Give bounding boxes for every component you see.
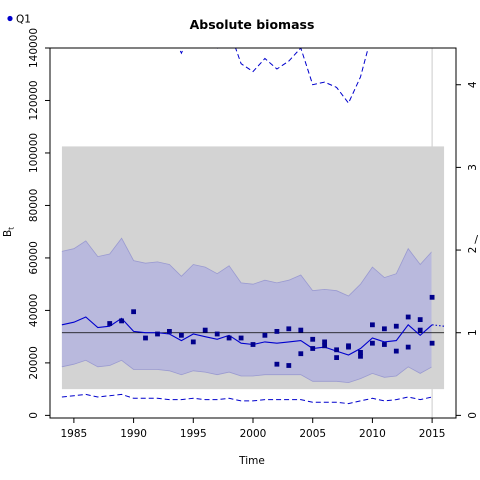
y-axis-label: Bt [2,227,16,237]
y-tick-label: 20000 [28,346,40,379]
y-tick-label: 100000 [28,133,40,173]
y-tick-label: 80000 [28,189,40,222]
observation-point [405,344,411,350]
y-tick-label: 60000 [28,241,40,274]
observation-point [131,309,136,315]
y-axis: 0 20000 40000 60000 80000 100000 120000 140000 [28,28,50,419]
observation-point [179,332,184,338]
observation-point [310,346,316,351]
lower-ci-line [61,359,433,384]
x-tick-label: 1990 [120,428,147,440]
observation-point [286,363,292,368]
x-axis: 1985 1990 1995 2000 2005 2010 2015 [61,418,446,440]
observation-point [322,339,327,345]
y2-axis: 0 1 2 3 4 [456,81,479,419]
observation-point [358,350,363,355]
upper-ci-line [61,237,433,297]
observation-point [250,342,256,347]
observation-point [155,331,160,337]
y-tick-label: 40000 [28,294,40,327]
observation-point [262,332,268,338]
x-tick-label: 2005 [299,428,326,440]
observation-point [274,329,280,334]
observation-point [358,353,363,359]
observation-point [382,326,387,332]
observation-point [214,331,220,337]
legend-marker-q1 [7,15,13,22]
observation-point [202,327,208,333]
observation-point [393,323,399,329]
lower-dashed-line [61,393,433,405]
observation-point [334,355,339,360]
x-tick-label: 2000 [240,428,267,440]
x-tick-label: 1985 [61,428,88,440]
y2-tick-label: 1 [467,329,479,336]
y-axis-label-subscript: t [8,227,16,230]
observation-point [393,348,399,354]
observation-point [167,329,172,334]
legend: Q1 [7,14,31,26]
observation-points [107,294,435,368]
observation-point [382,342,387,347]
observation-point [370,322,375,328]
observation-point [429,294,435,300]
y2-edge-mark: / [474,234,478,246]
x-axis-label: Time [238,455,265,467]
confidence-band [61,238,433,383]
y-tick-label: 120000 [28,80,40,120]
observation-point [310,336,316,342]
observation-point [190,339,196,345]
observation-point [346,344,351,350]
x-tick-label: 2010 [359,428,386,440]
y-tick-label: 140000 [28,28,40,68]
observation-point [286,326,292,332]
observation-point [298,327,304,333]
observation-point [238,335,244,341]
y-tick-label: 0 [28,412,40,419]
y2-tick-label: 2 [467,247,479,254]
legend-label-q1: Q1 [16,14,31,26]
observation-point [417,327,423,333]
observation-point [107,321,113,326]
observation-point [298,351,304,357]
chart-title: Absolute biomass [190,17,315,32]
observation-point [143,335,148,341]
x-tick-label: 1995 [180,428,207,440]
observation-point [429,340,435,346]
y2-tick-label: 4 [467,81,479,88]
observation-point [274,361,280,367]
plot-area [61,48,445,418]
observation-point [417,317,423,322]
observation-point [119,318,124,324]
y2-tick-label: 3 [467,164,479,171]
observation-point [405,314,411,320]
x-tick-label: 2015 [419,428,446,440]
y-axis-label-main: B [2,230,14,237]
upper-dashed-line [178,48,387,105]
observation-point [370,340,375,346]
observation-point [322,343,327,349]
y2-tick-label: 0 [467,412,479,419]
observation-point [334,347,339,353]
observation-point [226,335,232,341]
